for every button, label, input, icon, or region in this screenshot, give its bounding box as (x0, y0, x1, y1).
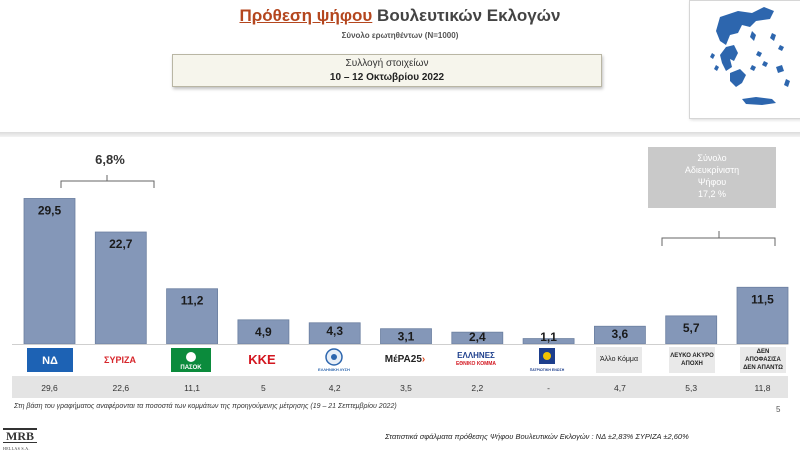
mera25-logo-text: ΜέΡΑ25 (384, 354, 422, 365)
logo-den-apofasisa: ΔΕΝ ΑΠΟΦΑΣΙΣΑ ΔΕΝ ΑΠΑΝΤΩ (740, 347, 786, 373)
previous-value-label-3: 5 (261, 383, 266, 393)
bar-value-label-8: 3,6 (612, 327, 629, 341)
bar-value-label-1: 22,7 (109, 237, 133, 251)
mera25-arrow-icon: › (421, 354, 426, 365)
undecided-line1: Σύνολο (697, 153, 727, 163)
bar-value-label-6: 2,4 (469, 330, 486, 344)
logo-syriza: ΣΥΡΙΖΑ (95, 347, 145, 373)
mrb-logo: MRB HELLAS S.A. (3, 428, 37, 451)
elliniki-lysi-text: ΕΛΛΗΝΙΚΗ ΛΥΣΗ (318, 367, 350, 372)
previous-value-label-6: 2,2 (471, 383, 483, 393)
bar-value-label-7: 1,1 (540, 330, 557, 344)
bar-value-label-2: 11,2 (181, 294, 204, 308)
statistical-errors: Στατιστικά σφάλματα πρόθεσης Ψήφου Βουλε… (385, 432, 689, 441)
collection-dates: 10 – 12 Οκτωβρίου 2022 (329, 72, 445, 83)
undecided-line3: Ψήφου (697, 177, 727, 187)
logo-patriotiki: ΠΑΤΡΙΩΤΙΚΗ ΕΝΩΣΗ (522, 347, 572, 373)
logo-allo: Άλλο Κόμμα (596, 347, 642, 373)
previous-value-label-0: 29,6 (41, 383, 58, 393)
footnote: Στη βάση του γραφήματος αναφέρονται τα π… (14, 403, 397, 410)
den-apofasisa-text: ΔΕΝ ΑΠΟΦΑΣΙΣΑ ΔΕΝ ΑΠΑΝΤΩ (743, 349, 783, 371)
previous-value-label-7: - (547, 383, 550, 393)
undecided-total-box: Σύνολο Αδιευκρίνιστη Ψήφου 17,2 % (648, 147, 776, 208)
bar-value-label-10: 11,5 (751, 292, 774, 306)
lefko-text: ΛΕΥΚΟ ΑΚΥΡΟ ΑΠΟΧΗ (670, 353, 714, 367)
data-collection-box: Συλλογή στοιχείων 10 – 12 Οκτωβρίου 2022 (172, 54, 602, 87)
chart-subtitle: Σύνολο ερωτηθέντων (N=1000) (341, 31, 459, 40)
pasok-logo-icon: ΠΑΣΟΚ (171, 348, 211, 372)
bar-value-label-5: 3,1 (398, 330, 415, 344)
allo-text: Άλλο Κόμμα (600, 356, 638, 363)
nd-logo-text: ΝΔ (42, 355, 58, 367)
previous-value-label-4: 4,2 (329, 383, 341, 393)
undecided-value: 17,2 % (697, 189, 727, 199)
logo-kke: ΚΚΕ (237, 347, 287, 373)
undecided-line2: Αδιευκρίνιστη (684, 165, 740, 175)
title-rest: Βουλευτικών Εκλογών (372, 6, 561, 25)
chart-title: Πρόθεση ψήφου Βουλευτικών Εκλογών (0, 6, 800, 26)
previous-value-label-8: 4,7 (614, 383, 626, 393)
syriza-logo-text: ΣΥΡΙΖΑ (104, 355, 136, 365)
logo-pasok: ΠΑΣΟΚ (166, 347, 216, 373)
bar-value-label-3: 4,9 (255, 325, 272, 339)
bar-10 (736, 286, 789, 345)
logo-ellines: ΕΛΛΗΝΕΣ ΕΘΝΙΚΟ ΚΟΜΜΑ (451, 347, 501, 373)
logo-mera25: ΜέΡΑ25 › (380, 347, 430, 373)
logo-elliniki-lysi: ΕΛΛΗΝΙΚΗ ΛΥΣΗ (309, 347, 359, 373)
bar-2 (166, 288, 219, 345)
bar-3 (237, 319, 290, 345)
title-highlight: Πρόθεση ψήφου (239, 6, 373, 25)
logo-nd: ΝΔ (25, 347, 75, 373)
bar-0 (23, 198, 76, 345)
page-number: 5 (776, 405, 781, 414)
bar-9 (665, 315, 718, 345)
mrb-logo-text: MRB (3, 428, 37, 443)
patriotiki-text: ΠΑΤΡΙΩΤΙΚΗ ΕΝΩΣΗ (530, 368, 565, 372)
bar-1 (94, 231, 147, 345)
vote-intention-bar-chart: 29,5 22,7 11,2 4,9 4,3 3,1 2,4 1,1 3,6 5,7 11,5 29… (12, 175, 789, 398)
bar-value-label-9: 5,7 (683, 321, 700, 335)
kke-logo-text: ΚΚΕ (248, 352, 276, 367)
ellines-logo-text: ΕΛΛΗΝΕΣ (457, 351, 495, 360)
previous-value-label-9: 5,3 (685, 383, 697, 393)
logo-lefko: ΛΕΥΚΟ ΑΚΥΡΟ ΑΠΟΧΗ (669, 347, 715, 373)
header-divider (0, 132, 800, 137)
gap-label: 6,8% (95, 152, 125, 167)
nd-logo-icon: ΝΔ (27, 348, 73, 372)
greece-map-icon (710, 7, 790, 105)
undecided-bracket (661, 231, 776, 246)
previous-value-label-2: 11,1 (184, 383, 200, 393)
previous-value-label-10: 11,8 (755, 383, 771, 393)
previous-value-label-1: 22,6 (113, 383, 130, 393)
ellines-logo-sub: ΕΘΝΙΚΟ ΚΟΜΜΑ (455, 361, 497, 367)
bar-value-label-0: 29,5 (38, 203, 62, 217)
mrb-logo-sub: HELLAS S.A. (3, 446, 30, 451)
elliniki-lysi-logo-icon: ΕΛΛΗΝΙΚΗ ΛΥΣΗ (318, 348, 350, 372)
greece-map (689, 0, 800, 119)
patriotiki-logo-icon: ΠΑΤΡΙΩΤΙΚΗ ΕΝΩΣΗ (530, 348, 565, 372)
gap-bracket (60, 175, 155, 188)
previous-values-strip (12, 376, 788, 398)
bar-value-label-4: 4,3 (326, 324, 343, 338)
pasok-logo-text: ΠΑΣΟΚ (180, 365, 202, 371)
previous-value-label-5: 3,5 (400, 383, 412, 393)
collection-label: Συλλογή στοιχείων (345, 58, 429, 69)
